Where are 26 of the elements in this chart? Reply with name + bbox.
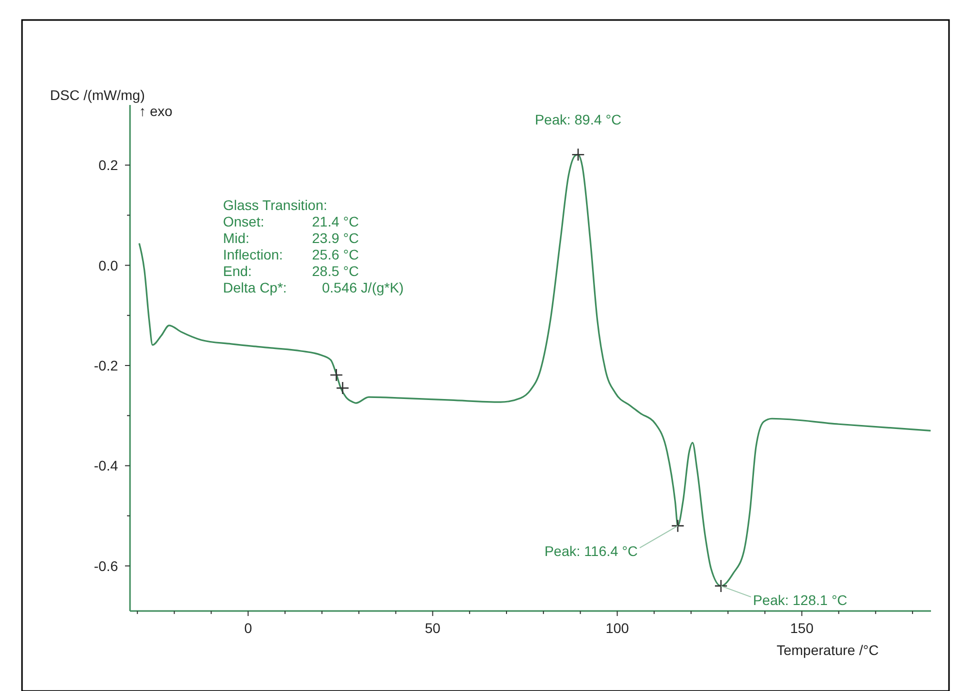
text: Delta Cp*: 0.546 J/(g*K) — [223, 280, 404, 296]
y-tick-label: -0.2 — [94, 358, 118, 374]
x-tick-label: 100 — [606, 620, 630, 636]
text: Inflection: 25.6 °C — [223, 246, 359, 262]
point — [714, 579, 728, 593]
x-tick-label: 0 — [244, 620, 252, 636]
annotation: Glass Transition: — [223, 197, 328, 213]
line-series — [138, 154, 932, 587]
text: End: 28.5 °C — [223, 263, 359, 279]
annotation: Peak: 116.4 °C — [544, 542, 638, 559]
y-axis-title: DSC /(mW/mg) ↑ exo — [50, 87, 173, 119]
annotation: Peak: 128.1 °C — [752, 592, 848, 608]
annotation: Peak: 89.4 °C — [534, 112, 622, 128]
y-tick-label: -0.4 — [94, 458, 118, 474]
text: Mid: 23.9 °C — [223, 230, 359, 246]
text: Onset: 21.4 °C — [223, 214, 359, 230]
point — [336, 381, 350, 395]
point — [671, 519, 684, 532]
y-tick-label: 0.0 — [98, 257, 118, 274]
y-tick-label: 0.2 — [98, 157, 118, 174]
x-tick-label: 50 — [424, 620, 441, 636]
point — [571, 148, 585, 162]
y-tick-label: -0.6 — [94, 558, 118, 574]
x-axis-title: Temperature /°C — [776, 642, 879, 658]
x-tick-label: 150 — [790, 620, 814, 636]
point — [330, 368, 343, 382]
